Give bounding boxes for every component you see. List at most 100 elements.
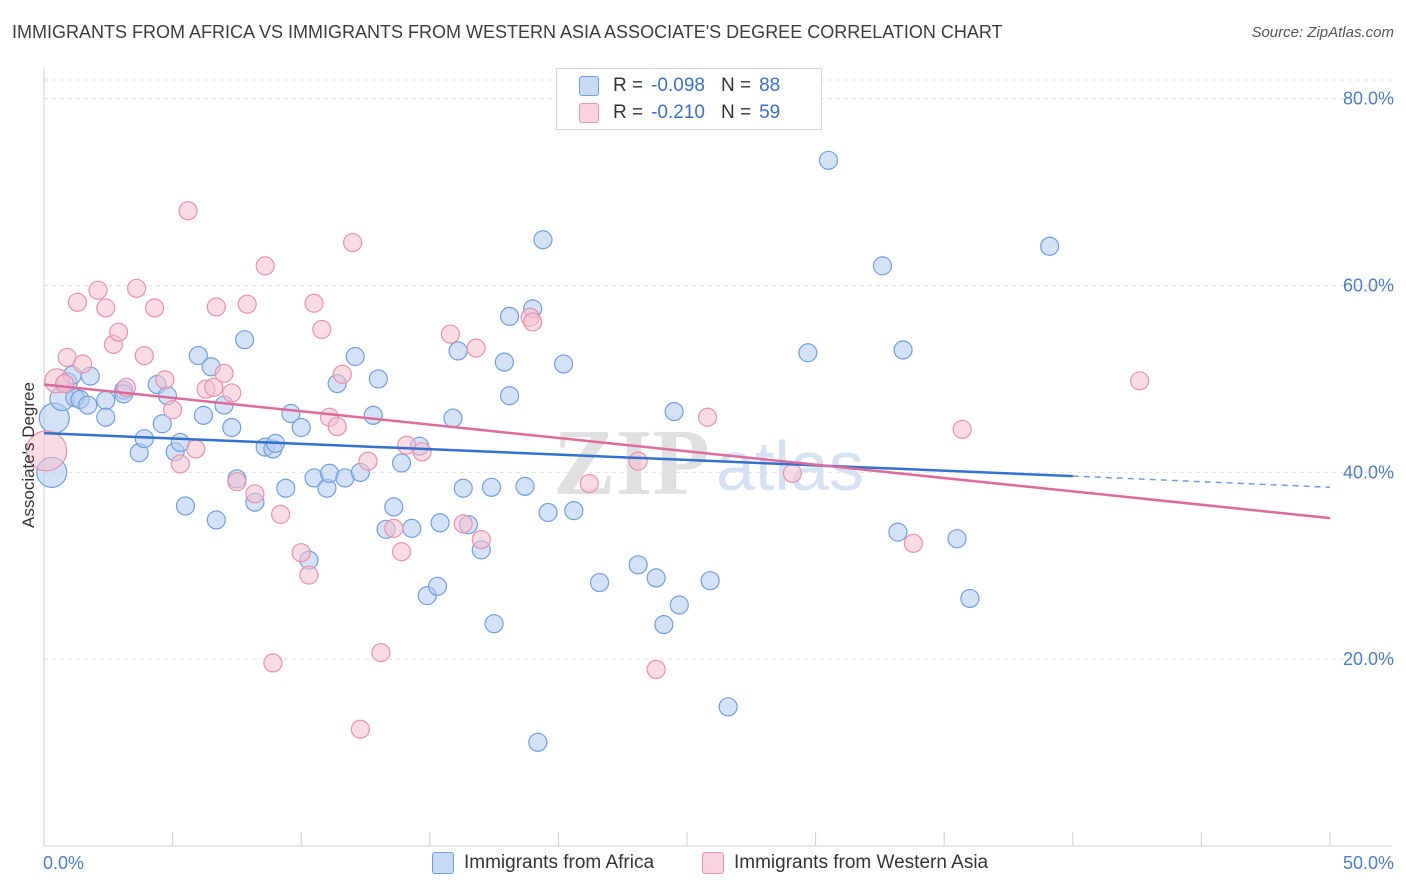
x-tick-max: 50.0% (1343, 853, 1394, 873)
point-western-asia (391, 542, 412, 562)
point-western-asia (54, 373, 75, 394)
legend-r-value-western-asia: -0.210 (651, 102, 705, 123)
point-africa (206, 510, 226, 530)
point-africa (494, 352, 514, 372)
point-africa (499, 386, 520, 406)
point-western-asia (178, 201, 198, 221)
legend-n-label: N = (720, 102, 752, 123)
legend-r-value-africa: -0.098 (651, 75, 705, 96)
point-africa (391, 453, 412, 473)
series-swatch-western-asia (702, 852, 724, 874)
point-western-asia (72, 354, 93, 374)
point-western-asia (144, 298, 165, 318)
point-western-asia (579, 473, 599, 494)
point-western-asia (453, 514, 473, 534)
point-africa (345, 346, 365, 367)
point-western-asia (332, 364, 352, 384)
point-africa (700, 571, 720, 591)
y-tick-label: 60.0% (1343, 276, 1394, 296)
point-western-asia (384, 518, 404, 538)
point-western-asia (304, 293, 324, 313)
point-africa (188, 345, 208, 366)
point-africa (384, 497, 404, 517)
point-africa (291, 417, 311, 438)
point-western-asia (206, 297, 226, 317)
point-western-asia (186, 439, 206, 459)
point-africa (553, 354, 574, 374)
trend-line-western-asia (43, 383, 1331, 520)
point-africa (276, 478, 296, 498)
series-legend-western-asia[interactable]: Immigrants from Western Asia (702, 852, 988, 874)
point-western-asia (1130, 371, 1150, 391)
point-western-asia (471, 529, 491, 550)
point-western-asia (312, 319, 332, 340)
point-africa (960, 588, 980, 609)
point-western-asia (204, 377, 224, 397)
chart-source: Source: ZipAtlas.com (1251, 24, 1394, 41)
point-western-asia (412, 442, 432, 462)
point-africa (193, 405, 214, 425)
point-western-asia (163, 400, 183, 420)
point-africa (515, 476, 535, 496)
point-africa (564, 501, 584, 521)
point-western-asia (299, 565, 319, 585)
point-western-asia (255, 256, 275, 276)
point-western-asia (646, 659, 666, 680)
point-africa (646, 568, 666, 588)
point-africa (499, 306, 520, 326)
point-western-asia (134, 345, 154, 366)
point-western-asia (263, 653, 283, 673)
point-western-asia (371, 643, 391, 663)
y-tick-label: 80.0% (1343, 89, 1394, 109)
point-africa (893, 340, 913, 360)
gridlines (44, 79, 1392, 660)
point-africa (669, 595, 689, 615)
point-western-asia (108, 322, 129, 342)
y-tick-label: 40.0% (1343, 462, 1394, 482)
point-africa (222, 417, 242, 438)
point-western-asia (466, 338, 486, 358)
point-africa (96, 407, 116, 427)
legend-swatch-africa (579, 76, 599, 96)
trend-lines (43, 383, 1331, 520)
point-western-asia (88, 280, 108, 300)
point-western-asia (350, 719, 370, 739)
legend-row-africa: R = -0.098 N = 88 (579, 73, 780, 99)
correlation-legend: R = -0.098 N = 88 R = -0.210 N = 59 (556, 68, 822, 130)
series-swatch-africa (432, 852, 454, 874)
point-western-asia (222, 383, 242, 403)
y-tick-label: 20.0% (1343, 649, 1394, 669)
legend-n-value-western-asia: 59 (759, 102, 781, 123)
point-western-asia (343, 232, 363, 253)
point-western-asia (237, 294, 257, 314)
point-africa (798, 343, 818, 363)
point-africa (443, 408, 463, 428)
point-western-asia (358, 451, 378, 471)
y-tick-labels: 20.0% 40.0% 60.0% 80.0% (1343, 89, 1394, 669)
point-western-asia (126, 278, 147, 298)
point-western-asia (170, 454, 190, 474)
point-africa (538, 502, 558, 523)
point-western-asia (903, 533, 923, 553)
point-western-asia (227, 472, 247, 492)
point-africa (481, 477, 502, 497)
point-western-asia (67, 292, 88, 312)
point-western-asia (96, 298, 116, 318)
point-western-asia (782, 463, 803, 483)
point-africa (533, 230, 553, 250)
point-western-asia (628, 451, 648, 471)
point-africa (654, 615, 674, 635)
point-western-asia (25, 430, 68, 472)
series-legend-africa[interactable]: Immigrants from Africa (432, 852, 654, 874)
point-africa (96, 390, 116, 411)
point-western-asia (291, 543, 311, 563)
x-tick-min: 0.0% (43, 853, 84, 873)
point-africa (175, 496, 196, 516)
trend-line-africa-extension (1072, 475, 1331, 489)
point-western-asia (271, 504, 291, 524)
point-africa (628, 555, 648, 575)
point-africa (363, 405, 383, 425)
point-africa (427, 576, 448, 596)
point-africa (589, 572, 610, 593)
